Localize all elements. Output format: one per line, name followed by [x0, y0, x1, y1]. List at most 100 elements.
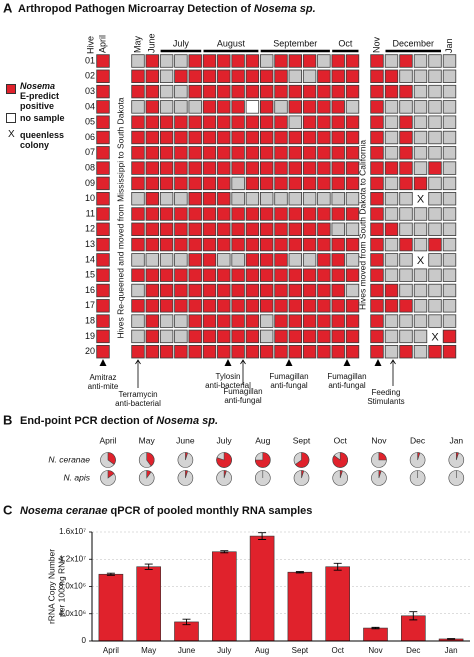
cell — [399, 84, 413, 99]
cell — [245, 84, 260, 99]
cell — [159, 207, 174, 221]
pie-slice — [185, 470, 189, 479]
cell — [370, 344, 384, 359]
pie-category: Oct — [334, 435, 348, 445]
cell — [96, 100, 110, 114]
cell — [174, 100, 188, 114]
pie-slice — [146, 470, 152, 479]
cell — [331, 283, 345, 298]
cell — [274, 222, 288, 237]
cell — [317, 299, 331, 313]
cell — [384, 268, 399, 282]
cell — [96, 344, 110, 359]
cell — [302, 237, 317, 252]
error-bar — [220, 550, 229, 554]
cell — [131, 84, 145, 99]
treatment-label: anti-fungal — [224, 396, 262, 405]
cell — [370, 253, 384, 267]
treatment-label: Stimulants — [367, 397, 404, 406]
cell — [96, 253, 110, 267]
cell — [384, 222, 399, 237]
cell — [188, 237, 202, 252]
cell — [96, 237, 110, 252]
cell — [345, 207, 360, 221]
cell — [345, 69, 360, 84]
month-label: December — [392, 38, 434, 48]
pie-category: July — [217, 435, 233, 445]
cell — [370, 314, 384, 328]
cell — [413, 146, 428, 160]
error-bar — [333, 562, 342, 571]
cell — [413, 207, 428, 221]
cell — [399, 115, 413, 129]
legend-queenless: queenless colony — [20, 130, 65, 150]
cell — [302, 84, 317, 99]
cell — [331, 146, 345, 160]
cell — [442, 314, 457, 328]
cell — [442, 299, 457, 313]
panel-title: Arthropod Pathogen Microarray Detection … — [18, 3, 316, 15]
cell — [259, 100, 274, 114]
cell — [202, 314, 217, 328]
cell — [331, 191, 345, 206]
treatment-arrow — [99, 359, 107, 366]
hive-label: 14 — [85, 254, 95, 264]
cell — [442, 115, 457, 129]
cell — [174, 146, 188, 160]
cell — [231, 191, 245, 206]
cell — [442, 329, 457, 344]
cell — [288, 299, 303, 313]
panel-title: End-point PCR dection of Nosema sp. — [20, 415, 218, 427]
cell — [217, 207, 231, 221]
pie-slice — [332, 452, 348, 468]
cell — [131, 283, 145, 298]
month-label: May — [132, 35, 142, 53]
cell — [288, 84, 303, 99]
cell — [131, 329, 145, 344]
error-bar — [144, 563, 153, 570]
month-label: July — [173, 38, 190, 48]
cell — [202, 115, 217, 129]
treatment-label: Fumagillan — [269, 372, 308, 381]
cell — [384, 176, 399, 191]
legend-swatch-no-sample — [6, 113, 16, 123]
text-part: End-point PCR dection of — [20, 415, 156, 427]
treatment-label: Feeding — [372, 388, 401, 397]
cell — [345, 299, 360, 313]
cell — [428, 253, 442, 267]
cell — [159, 84, 174, 99]
cell — [399, 237, 413, 252]
cell — [428, 344, 442, 359]
panel-label: B — [3, 412, 12, 427]
cell — [399, 146, 413, 160]
error-bar — [106, 572, 115, 576]
cell — [288, 237, 303, 252]
cell — [288, 130, 303, 145]
cell — [317, 84, 331, 99]
cell — [331, 130, 345, 145]
hive-label: 15 — [85, 270, 95, 280]
cell — [159, 222, 174, 237]
cell — [442, 54, 457, 68]
cell — [131, 268, 145, 282]
cell — [399, 69, 413, 84]
treatment-arrow — [374, 359, 382, 366]
cell — [217, 253, 231, 267]
bar — [249, 535, 275, 642]
cell — [259, 146, 274, 160]
x-tick-label: Dec — [406, 646, 420, 655]
bar — [325, 566, 351, 642]
cell — [202, 268, 217, 282]
cell — [188, 268, 202, 282]
cell — [399, 299, 413, 313]
cell — [399, 329, 413, 344]
bar — [287, 571, 313, 642]
cell — [370, 54, 384, 68]
cell — [345, 146, 360, 160]
cell — [442, 84, 457, 99]
cell — [159, 329, 174, 344]
pie-category: Dec — [410, 435, 426, 445]
cell — [442, 207, 457, 221]
cell — [384, 329, 399, 344]
